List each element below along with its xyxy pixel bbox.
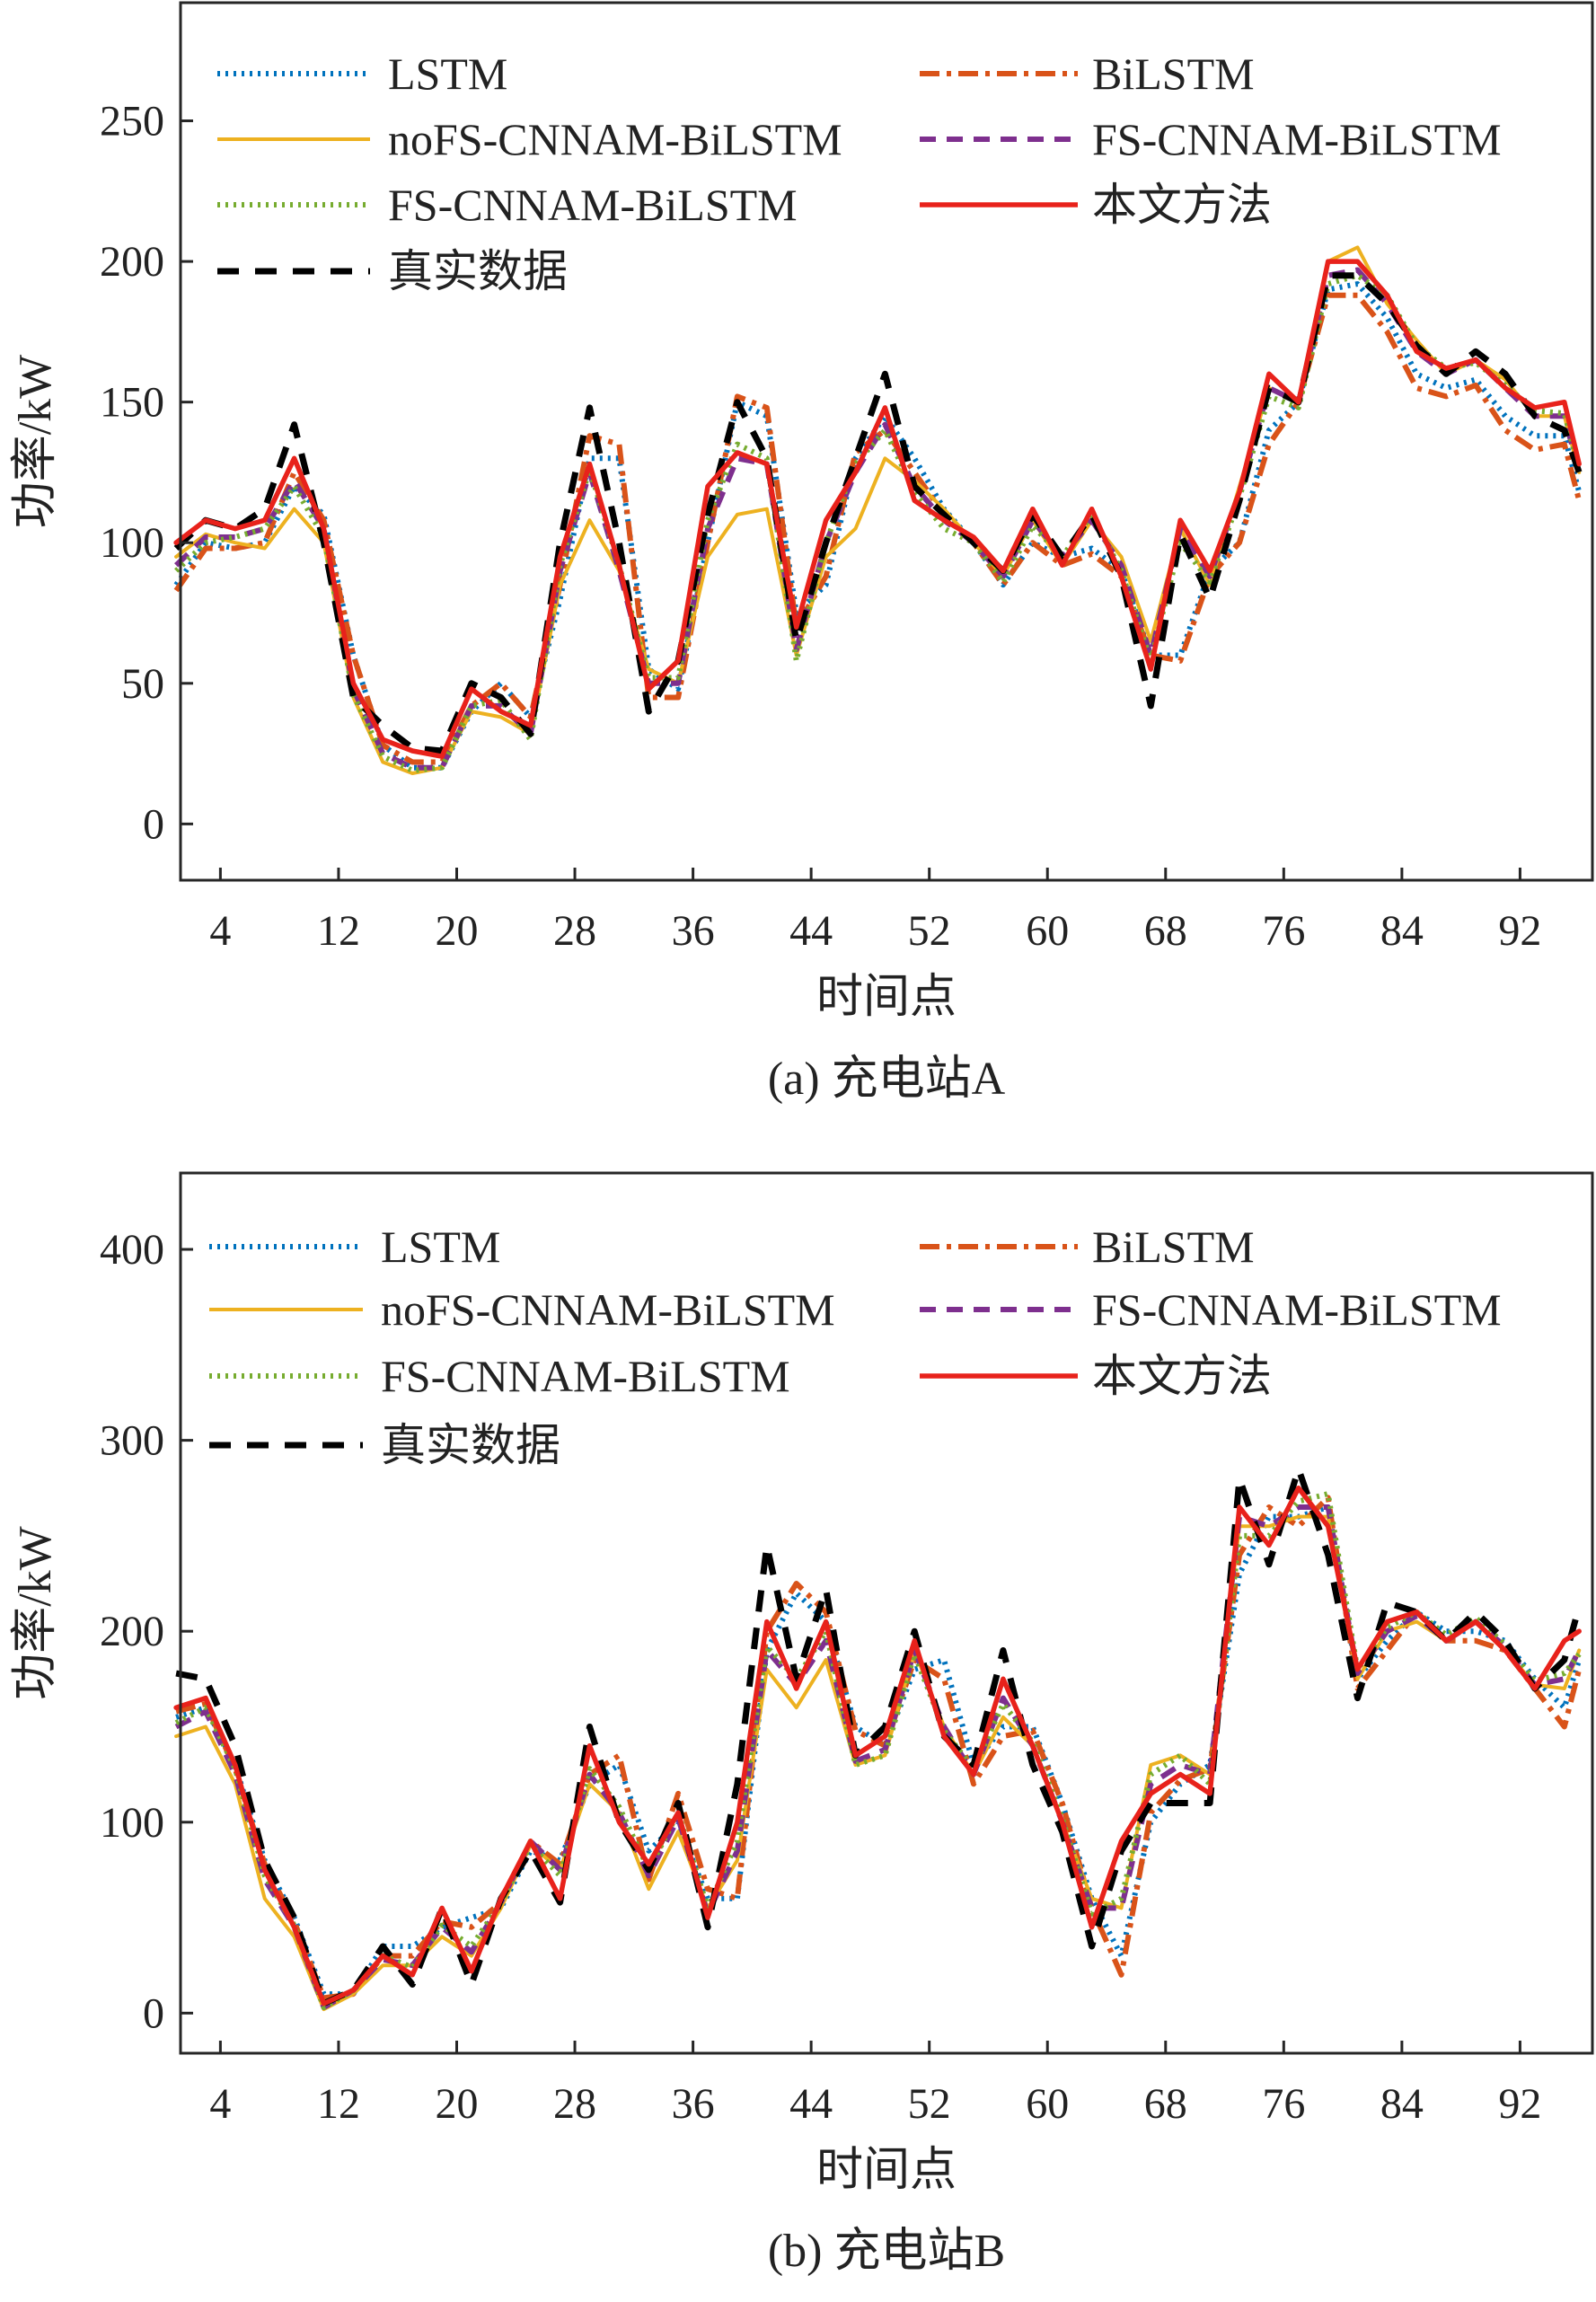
x-tick-label: 4 xyxy=(209,2080,231,2128)
x-tick-label: 52 xyxy=(908,2080,951,2128)
series-line-6 xyxy=(175,1466,1583,2007)
legend-label-1: BiLSTM xyxy=(1092,1222,1255,1272)
legend-label-6: 真实数据 xyxy=(381,1420,560,1470)
series-line-2 xyxy=(174,1514,1582,2012)
series-line-2 xyxy=(174,245,1582,775)
x-axis-label: 时间点 xyxy=(816,2145,957,2196)
series-line-5 xyxy=(173,259,1582,759)
x-tick-label: 28 xyxy=(553,2080,596,2128)
x-tick-label: 12 xyxy=(317,2080,360,2128)
x-tick-label: 92 xyxy=(1498,2080,1541,2128)
axes-box xyxy=(179,1171,1594,2055)
x-tick-label: 76 xyxy=(1262,2080,1305,2128)
figure-caption: (b) 充电站B xyxy=(768,2226,1005,2277)
x-tick-label: 28 xyxy=(553,907,596,955)
legend-label-3: FS-CNNAM-BiLSTM xyxy=(1092,1284,1502,1335)
x-tick-label: 52 xyxy=(908,907,951,955)
x-tick-label: 20 xyxy=(435,907,478,955)
legend-label-4: FS-CNNAM-BiLSTM xyxy=(388,180,798,230)
legend-label-4: FS-CNNAM-BiLSTM xyxy=(381,1351,790,1401)
y-tick-label: 200 xyxy=(100,238,164,286)
chart-b-station-b: 4 12 20 28 36 44 52 60 68 76 84 92 0 100 200 300 400 时间点 功… xyxy=(10,1171,1594,2277)
x-tick-label: 84 xyxy=(1380,907,1424,955)
x-tick-label: 44 xyxy=(789,2080,833,2128)
legend-label-0: LSTM xyxy=(381,1222,500,1272)
legend-label-3: FS-CNNAM-BiLSTM xyxy=(1092,114,1502,164)
series-line-4 xyxy=(174,1491,1582,2010)
legend-label-2: noFS-CNNAM-BiLSTM xyxy=(381,1284,835,1335)
series-line-0 xyxy=(173,281,1583,771)
legend-label-0: LSTM xyxy=(388,49,507,99)
series-line-1 xyxy=(175,1495,1583,2001)
y-axis-label: 功率/kW xyxy=(10,1526,61,1700)
x-tick-label: 12 xyxy=(317,907,360,955)
y-tick-label: 100 xyxy=(100,1799,164,1847)
series-line-6 xyxy=(173,272,1583,754)
legend-label-1: BiLSTM xyxy=(1092,49,1255,99)
x-tick-label: 84 xyxy=(1380,2080,1424,2128)
figure-caption: (a) 充电站A xyxy=(768,1054,1006,1105)
series-line-0 xyxy=(175,1504,1583,1998)
y-tick-label: 0 xyxy=(143,1989,164,2037)
x-tick-label: 36 xyxy=(672,2080,715,2128)
x-tick-label: 44 xyxy=(789,907,833,955)
series-line-4 xyxy=(174,272,1583,773)
series-line-3 xyxy=(174,267,1583,771)
chart-a-station-a: 4 12 20 28 36 44 52 60 68 76 84 92 0 50 100 150 200 250 时间… xyxy=(10,1,1594,1105)
y-tick-label: 300 xyxy=(100,1417,164,1465)
y-tick-label: 100 xyxy=(100,519,164,567)
x-tick-label: 68 xyxy=(1144,907,1187,955)
legend-label-5: 本文方法 xyxy=(1092,180,1272,230)
series-line-5 xyxy=(173,1486,1582,2007)
legend-label-2: noFS-CNNAM-BiLSTM xyxy=(388,114,842,164)
x-tick-label: 76 xyxy=(1262,907,1305,955)
y-tick-label: 0 xyxy=(143,800,164,848)
y-tick-label: 400 xyxy=(100,1226,164,1274)
x-tick-label: 92 xyxy=(1498,907,1541,955)
series-line-1 xyxy=(173,292,1583,765)
legend-label-5: 本文方法 xyxy=(1092,1351,1272,1401)
legend-label-6: 真实数据 xyxy=(388,246,568,296)
y-axis-label: 功率/kW xyxy=(10,355,61,529)
axes-box xyxy=(179,1,1594,882)
x-tick-label: 4 xyxy=(209,907,231,955)
y-tick-label: 250 xyxy=(100,98,164,146)
y-tick-label: 50 xyxy=(121,660,164,708)
x-tick-label: 60 xyxy=(1026,907,1069,955)
x-tick-label: 68 xyxy=(1144,2080,1187,2128)
x-tick-label: 60 xyxy=(1026,2080,1069,2128)
y-tick-label: 200 xyxy=(100,1608,164,1655)
x-tick-label: 20 xyxy=(435,2080,478,2128)
y-tick-label: 150 xyxy=(100,379,164,427)
x-axis-label: 时间点 xyxy=(816,972,957,1023)
x-tick-label: 36 xyxy=(672,907,715,955)
